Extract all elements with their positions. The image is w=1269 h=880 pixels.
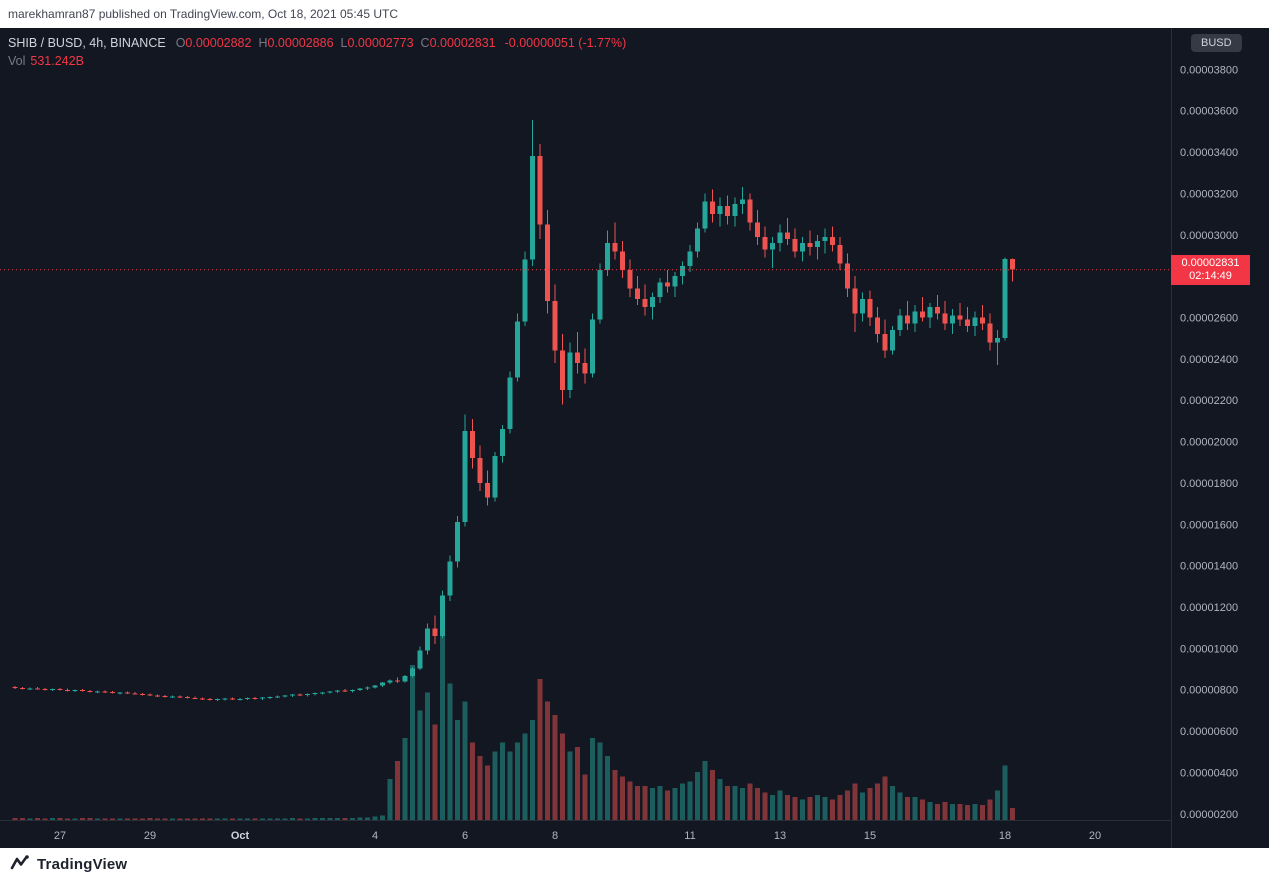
bar-countdown: 02:14:49 <box>1189 270 1232 282</box>
tradingview-logo-icon[interactable] <box>10 854 30 874</box>
time-tick-label: 18 <box>999 830 1011 842</box>
price-tick-label: 0.00000800 <box>1180 685 1238 697</box>
time-tick-label: 15 <box>864 830 876 842</box>
time-tick-label: 13 <box>774 830 786 842</box>
price-tick-label: 0.00003200 <box>1180 188 1238 200</box>
footer-bar: TradingView <box>0 848 1269 880</box>
price-tick-label: 0.00001600 <box>1180 519 1238 531</box>
price-tick-label: 0.00001800 <box>1180 478 1238 490</box>
tradingview-wordmark[interactable]: TradingView <box>37 855 128 873</box>
price-tick-label: 0.00002000 <box>1180 437 1238 449</box>
price-tick-label: 0.00001400 <box>1180 561 1238 573</box>
price-tick-label: 0.00000400 <box>1180 767 1238 779</box>
price-tick-label: 0.00000600 <box>1180 726 1238 738</box>
time-tick-label: 11 <box>684 830 695 842</box>
time-tick-label: 4 <box>372 830 378 842</box>
last-price-value: 0.00002831 <box>1181 257 1240 269</box>
price-tick-label: 0.00003000 <box>1180 230 1238 242</box>
price-tick-label: 0.00001200 <box>1180 602 1238 614</box>
time-tick-label: 20 <box>1089 830 1101 842</box>
candles-layer <box>12 120 1015 702</box>
last-price-label: 0.00002831 02:14:49 <box>1171 255 1250 285</box>
price-axis[interactable]: 0.00000200 0.00000400 0.00000600 0.00000800… <box>1180 64 1238 820</box>
symbol-title[interactable]: SHIB / BUSD, 4h, BINANCE <box>8 36 166 50</box>
chart-container[interactable]: 0.00000200 0.00000400 0.00000600 0.00000800… <box>0 28 1269 848</box>
volume-layer <box>12 615 1015 820</box>
price-tick-label: 0.00000200 <box>1180 809 1238 821</box>
price-tick-label: 0.00003800 <box>1180 64 1238 76</box>
time-axis[interactable]: 27 29 Oct 4 6 8 11 13 15 18 20 <box>54 830 1101 842</box>
time-tick-label: Oct <box>231 830 250 842</box>
currency-badge[interactable]: BUSD <box>1191 34 1242 52</box>
publish-bar: marekhamran87 published on TradingView.c… <box>0 0 1269 28</box>
time-tick-label: 6 <box>462 830 468 842</box>
price-tick-label: 0.00002200 <box>1180 395 1238 407</box>
publish-text: marekhamran87 published on TradingView.c… <box>8 7 398 21</box>
price-tick-label: 0.00002400 <box>1180 354 1238 366</box>
price-tick-label: 0.00003600 <box>1180 106 1238 118</box>
price-tick-label: 0.00003400 <box>1180 147 1238 159</box>
price-tick-label: 0.00001000 <box>1180 643 1238 655</box>
time-tick-label: 8 <box>552 830 558 842</box>
pane-borders <box>0 28 1172 848</box>
time-tick-label: 27 <box>54 830 66 842</box>
price-tick-label: 0.00002600 <box>1180 313 1238 325</box>
time-tick-label: 29 <box>144 830 156 842</box>
candlestick-chart[interactable]: 0.00000200 0.00000400 0.00000600 0.00000800… <box>0 28 1269 848</box>
